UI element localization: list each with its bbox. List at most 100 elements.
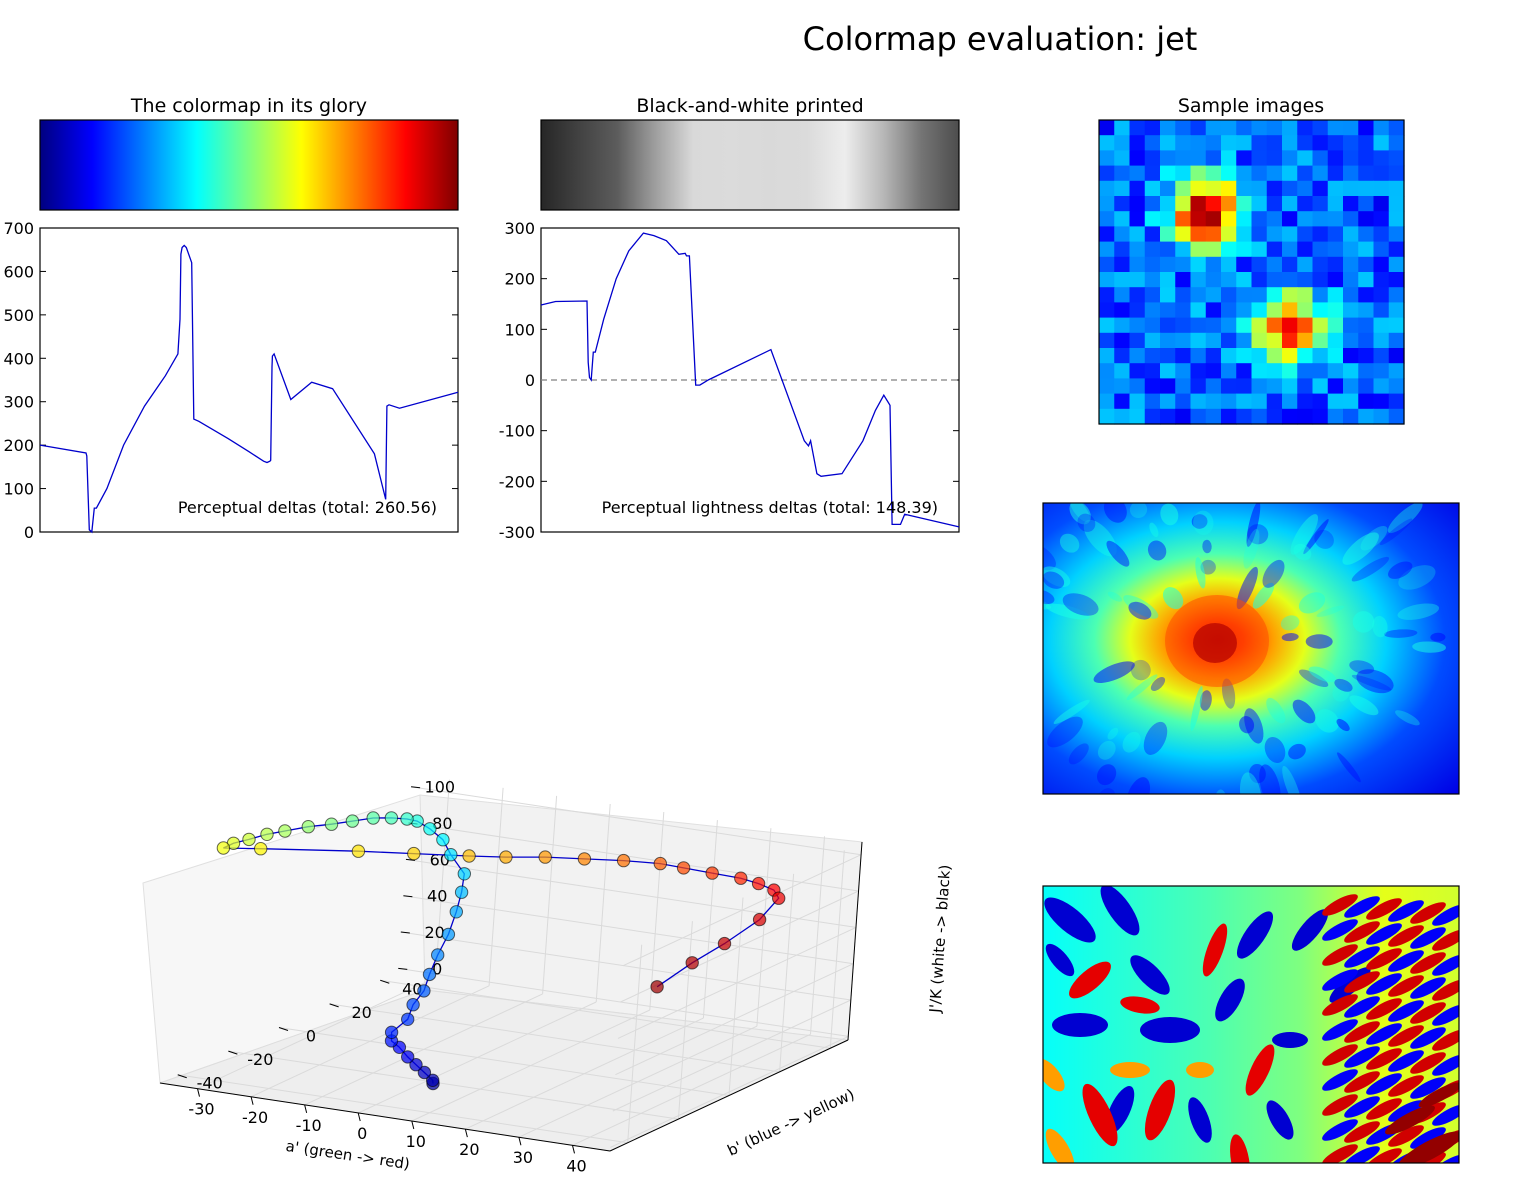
heatmap-cell xyxy=(1312,378,1329,395)
terrain-ridge xyxy=(1059,533,1080,553)
z-tick-label: 20 xyxy=(424,923,444,942)
heatmap-cell xyxy=(1343,348,1359,364)
y-tick-label: 600 xyxy=(3,262,34,281)
heatmap-cell xyxy=(1205,211,1222,227)
heatmap-cell xyxy=(1343,196,1359,212)
heatmap-cell xyxy=(1297,378,1314,395)
heatmap-cell xyxy=(1373,378,1390,395)
heatmap-cell xyxy=(1129,317,1146,334)
heatmap-cell xyxy=(1282,332,1298,349)
grid-line xyxy=(488,787,504,986)
heatmap-cell xyxy=(1343,211,1359,227)
wave-lobe xyxy=(1236,911,1274,959)
terrain-ridge xyxy=(995,634,1042,642)
scatter-point xyxy=(752,912,767,927)
terrain-ridge xyxy=(1305,634,1333,649)
wave-lobe xyxy=(1052,1013,1108,1037)
heatmap-cell xyxy=(1144,211,1161,227)
heatmap-cell xyxy=(1251,332,1268,349)
z-tick-label: 0 xyxy=(432,959,442,978)
heatmap-cell xyxy=(1358,302,1375,319)
scatter-points xyxy=(216,811,786,1091)
terrain-ridge xyxy=(1244,708,1264,744)
heatmap-cell xyxy=(1129,120,1146,136)
heatmap-cell xyxy=(1221,165,1237,182)
terrain-ridge xyxy=(1083,519,1117,557)
scatter-point xyxy=(423,822,437,836)
heatmap-cell xyxy=(1114,348,1131,364)
grid-line xyxy=(627,944,643,1143)
heatmap-cell xyxy=(1099,302,1115,319)
wave-lobe xyxy=(1322,1069,1358,1091)
heatmap-cell xyxy=(1221,408,1237,425)
series-line xyxy=(39,244,459,534)
heatmap-cell xyxy=(1160,120,1176,136)
terrain-ridge xyxy=(1412,641,1446,653)
scatter-point xyxy=(577,852,592,866)
heatmap-cell xyxy=(1236,135,1253,151)
grid-line xyxy=(610,1035,849,1148)
heatmap-cell xyxy=(1129,256,1146,273)
wave-lobe xyxy=(1344,1046,1380,1068)
terrain-ridge xyxy=(1236,566,1258,610)
grid-line xyxy=(398,967,849,1037)
plot-frame xyxy=(540,227,960,533)
heatmap-cell xyxy=(1190,393,1207,410)
heatmap-cell xyxy=(1327,317,1344,334)
z-tick-mark xyxy=(403,895,413,898)
heatmap-cell xyxy=(1282,363,1298,379)
terrain-ridge xyxy=(1332,684,1350,702)
heatmap-cell xyxy=(1388,287,1405,303)
terrain-ridge xyxy=(1202,539,1212,554)
heatmap-cell xyxy=(1190,363,1207,379)
heatmap-cell xyxy=(1251,196,1268,212)
wave-lobe xyxy=(1344,996,1380,1018)
heatmap-cell xyxy=(1221,241,1237,258)
wave-lobe xyxy=(1215,978,1245,1022)
wave-lobe xyxy=(1272,1032,1308,1048)
heatmap-cell xyxy=(1144,241,1161,258)
heatmap-cell xyxy=(1282,317,1298,334)
grid-line xyxy=(595,803,611,1003)
heatmap-cell xyxy=(1099,135,1115,151)
scatter-point xyxy=(685,956,699,970)
heatmap-cell xyxy=(1129,378,1146,395)
y-tick-label: 0 xyxy=(306,1027,316,1046)
heatmap-cell xyxy=(1251,226,1268,243)
wave-lobe xyxy=(1322,1119,1358,1141)
heatmap-cell xyxy=(1251,363,1268,379)
heatmap-cell xyxy=(1297,180,1314,197)
heatmap-cell xyxy=(1373,196,1390,212)
wave-lobe xyxy=(1388,1000,1424,1022)
heatmap-cell xyxy=(1190,226,1207,243)
heatmap-cell xyxy=(1205,287,1222,303)
z-tick-label: 40 xyxy=(427,887,447,906)
scatter-point xyxy=(676,861,691,875)
x-axis-label: a' (green -> red) xyxy=(284,1137,411,1173)
heatmap-cell xyxy=(1175,196,1192,212)
heatmap-cell xyxy=(1373,135,1390,151)
heatmap-cell xyxy=(1190,332,1207,349)
heatmap-cell xyxy=(1190,180,1207,197)
heatmap-cell xyxy=(1144,150,1161,167)
heatmap-cell xyxy=(1327,165,1344,182)
heatmap-cell xyxy=(1205,120,1222,136)
heatmap-cell xyxy=(1236,180,1253,197)
heatmap-cell xyxy=(1266,135,1283,151)
heatmap-cell xyxy=(1251,120,1268,136)
scatter-point xyxy=(426,1073,440,1088)
heatmap-cell xyxy=(1099,332,1115,349)
heatmap-cell xyxy=(1373,317,1390,334)
heatmap-cell xyxy=(1266,393,1283,410)
heatmap-cell xyxy=(1205,241,1222,258)
heatmap-cell xyxy=(1114,211,1131,227)
y-tick-label: -20 xyxy=(247,1050,273,1069)
wave-lobe xyxy=(1410,1052,1446,1074)
terrain-heatmap xyxy=(995,502,1460,795)
heatmap-cell xyxy=(1251,150,1268,167)
scatter-point xyxy=(431,948,445,962)
wave-lobe xyxy=(1410,927,1446,949)
axis-ticks: -30 -20 -10 0 10 20 30 40-40-200204002040608010… xyxy=(177,778,587,1175)
grid-line xyxy=(228,1050,679,1120)
scatter-point xyxy=(384,1025,399,1040)
